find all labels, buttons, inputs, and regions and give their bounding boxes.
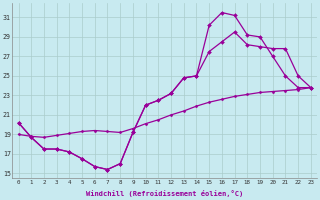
X-axis label: Windchill (Refroidissement éolien,°C): Windchill (Refroidissement éolien,°C) xyxy=(86,190,243,197)
